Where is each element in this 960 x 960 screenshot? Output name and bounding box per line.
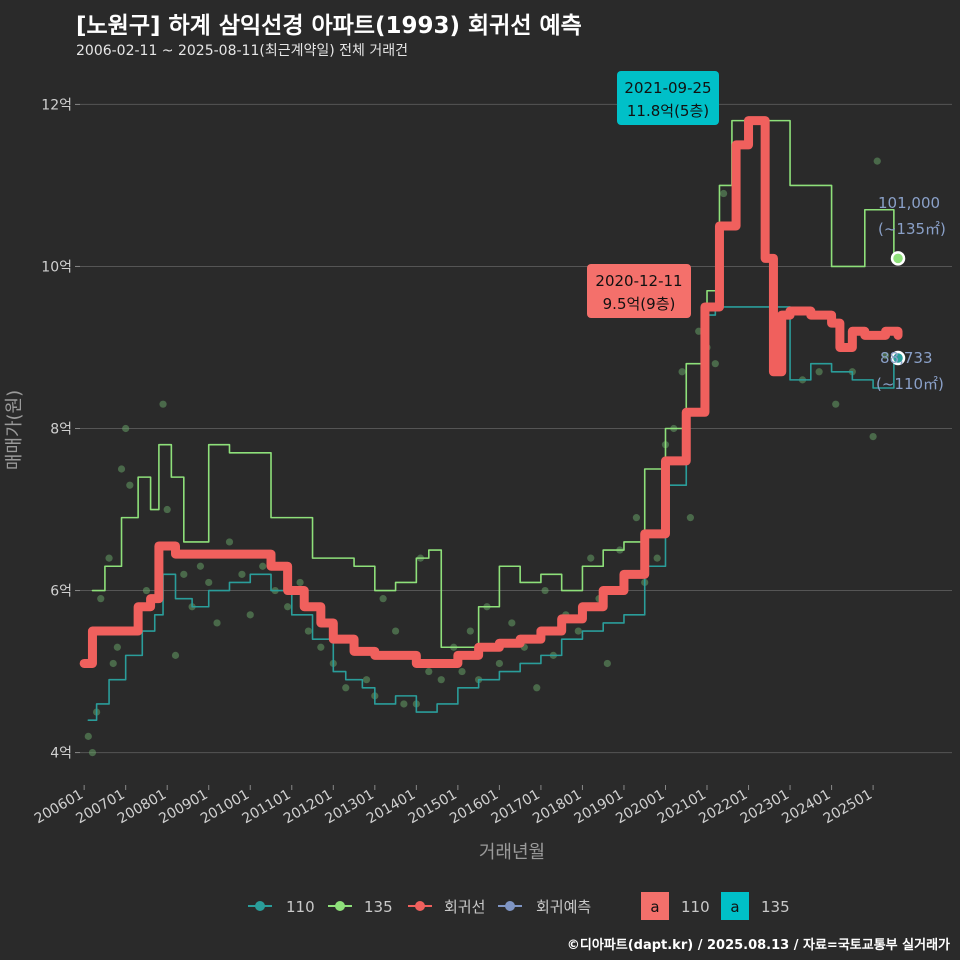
legend-a-110: a 110 xyxy=(641,892,710,920)
legend-item-regression: 회귀선 xyxy=(408,898,485,916)
x-axis-title: 거래년월 xyxy=(479,842,545,863)
legend-item-135: 135 xyxy=(328,898,393,916)
scatter-point xyxy=(117,465,126,473)
y-tick-label: 6억 xyxy=(50,584,72,600)
x-axis-ticks: 2006012007012008012009012010012011012012… xyxy=(32,785,875,827)
end-label-135-value: 101,000 xyxy=(878,194,940,212)
scatter-point xyxy=(342,684,350,692)
scatter-point xyxy=(113,643,121,651)
end-label-110-value: 88,733 xyxy=(880,349,933,367)
annotation-2020: 2020-12-11 9.5억(9층) xyxy=(587,264,691,318)
scatter-point xyxy=(720,189,728,198)
scatter-point xyxy=(122,424,130,433)
annotation-2021-price: 11.8억(5층) xyxy=(627,102,709,120)
series-lines xyxy=(79,116,903,721)
scatter-point xyxy=(533,684,541,692)
legend-label-110: 110 xyxy=(286,898,315,916)
scatter-point xyxy=(711,360,719,368)
legend-a-110-glyph: a xyxy=(650,898,659,916)
legend-label-forecast: 회귀예측 xyxy=(536,898,591,916)
scatter-point xyxy=(603,659,611,668)
legend-item-110: 110 xyxy=(248,898,315,916)
scatter-point xyxy=(171,651,180,659)
annotation-2020-date: 2020-12-11 xyxy=(595,272,682,290)
grid-lines xyxy=(80,103,952,754)
y-axis-ticks: 4억 6억 8억 10억 12억 xyxy=(41,97,80,762)
scatter-point xyxy=(213,619,221,627)
scatter-point xyxy=(205,578,213,587)
scatter-point xyxy=(466,627,474,635)
scatter-point xyxy=(653,554,661,562)
series-line-110 xyxy=(87,306,895,721)
scatter-point xyxy=(508,619,516,627)
scatter-point xyxy=(225,538,234,546)
y-tick-label: 8억 xyxy=(50,422,72,438)
scatter-point xyxy=(574,627,582,635)
legend-a-135-glyph: a xyxy=(730,898,739,916)
scatter-point xyxy=(163,505,171,514)
end-points xyxy=(890,251,906,366)
scatter-point xyxy=(180,570,188,578)
scatter-point xyxy=(97,595,105,603)
y-tick-label: 10억 xyxy=(41,259,72,275)
scatter-point xyxy=(400,700,408,708)
scatter-point xyxy=(84,732,92,740)
scatter-point xyxy=(246,611,254,619)
scatter-point xyxy=(317,643,325,651)
y-tick-label: 4억 xyxy=(50,746,72,762)
end-point-110 xyxy=(890,350,906,366)
scatter-point xyxy=(815,368,823,376)
scatter-point xyxy=(196,562,205,570)
scatter-point xyxy=(458,667,466,676)
annotation-2020-price: 9.5억(9층) xyxy=(603,295,676,313)
scatter-point xyxy=(425,667,433,676)
end-point-135 xyxy=(890,251,906,266)
chart-subtitle: 2006-02-11 ~ 2025-08-11(최근계약일) 전체 거래건 xyxy=(76,43,408,59)
scatter-point xyxy=(832,400,840,408)
legend-a-135: a 135 xyxy=(721,892,790,920)
scatter-point xyxy=(238,570,246,578)
legend-label-regression: 회귀선 xyxy=(444,898,485,916)
scatter-point xyxy=(142,586,151,595)
scatter-point xyxy=(686,514,695,522)
chart-title: [노원구] 하계 삼익선경 아파트(1993) 회귀선 예측 xyxy=(76,13,582,39)
scatter-point xyxy=(259,562,267,570)
scatter-point xyxy=(541,586,549,595)
legend-item-forecast: 회귀예측 xyxy=(498,898,591,916)
source-caption: ©디아파트(dapt.kr) / 2025.08.13 / 자료=국토교통부 실… xyxy=(566,938,950,953)
scatter-point xyxy=(105,554,113,562)
scatter-point xyxy=(126,481,134,489)
annotation-2021-date: 2021-09-25 xyxy=(624,79,711,97)
y-axis-title: 매매가(원) xyxy=(4,390,25,470)
end-label-135-area: (~135㎡) xyxy=(878,220,946,238)
legend: 110 135 회귀선 회귀예측 a 110 a 135 xyxy=(248,892,790,920)
series-line-135 xyxy=(91,119,895,649)
scatter-point xyxy=(379,595,387,603)
end-label-110-area: (~110㎡) xyxy=(876,375,944,393)
scatter-point xyxy=(632,514,641,522)
scatter-point xyxy=(437,676,445,684)
scatter-point xyxy=(88,748,97,757)
series-line-regression xyxy=(79,116,903,668)
scatter-point xyxy=(284,603,292,611)
legend-label-135: 135 xyxy=(364,898,393,916)
scatter-point xyxy=(495,659,503,668)
scatter-point xyxy=(362,676,371,684)
scatter-point xyxy=(678,368,686,376)
scatter-point xyxy=(881,351,890,360)
scatter-point xyxy=(587,554,595,562)
annotation-2021: 2021-09-25 11.8억(5층) xyxy=(617,71,719,125)
scatter-point xyxy=(304,627,312,635)
scatter-point xyxy=(391,627,400,635)
scatter-point xyxy=(109,659,117,668)
scatter-point xyxy=(873,157,881,165)
legend-a-135-label: 135 xyxy=(761,898,790,916)
scatter-point xyxy=(296,578,304,587)
scatter-point xyxy=(159,400,167,408)
legend-a-110-label: 110 xyxy=(681,898,710,916)
y-tick-label: 12억 xyxy=(41,97,72,113)
scatter-point xyxy=(869,433,877,441)
